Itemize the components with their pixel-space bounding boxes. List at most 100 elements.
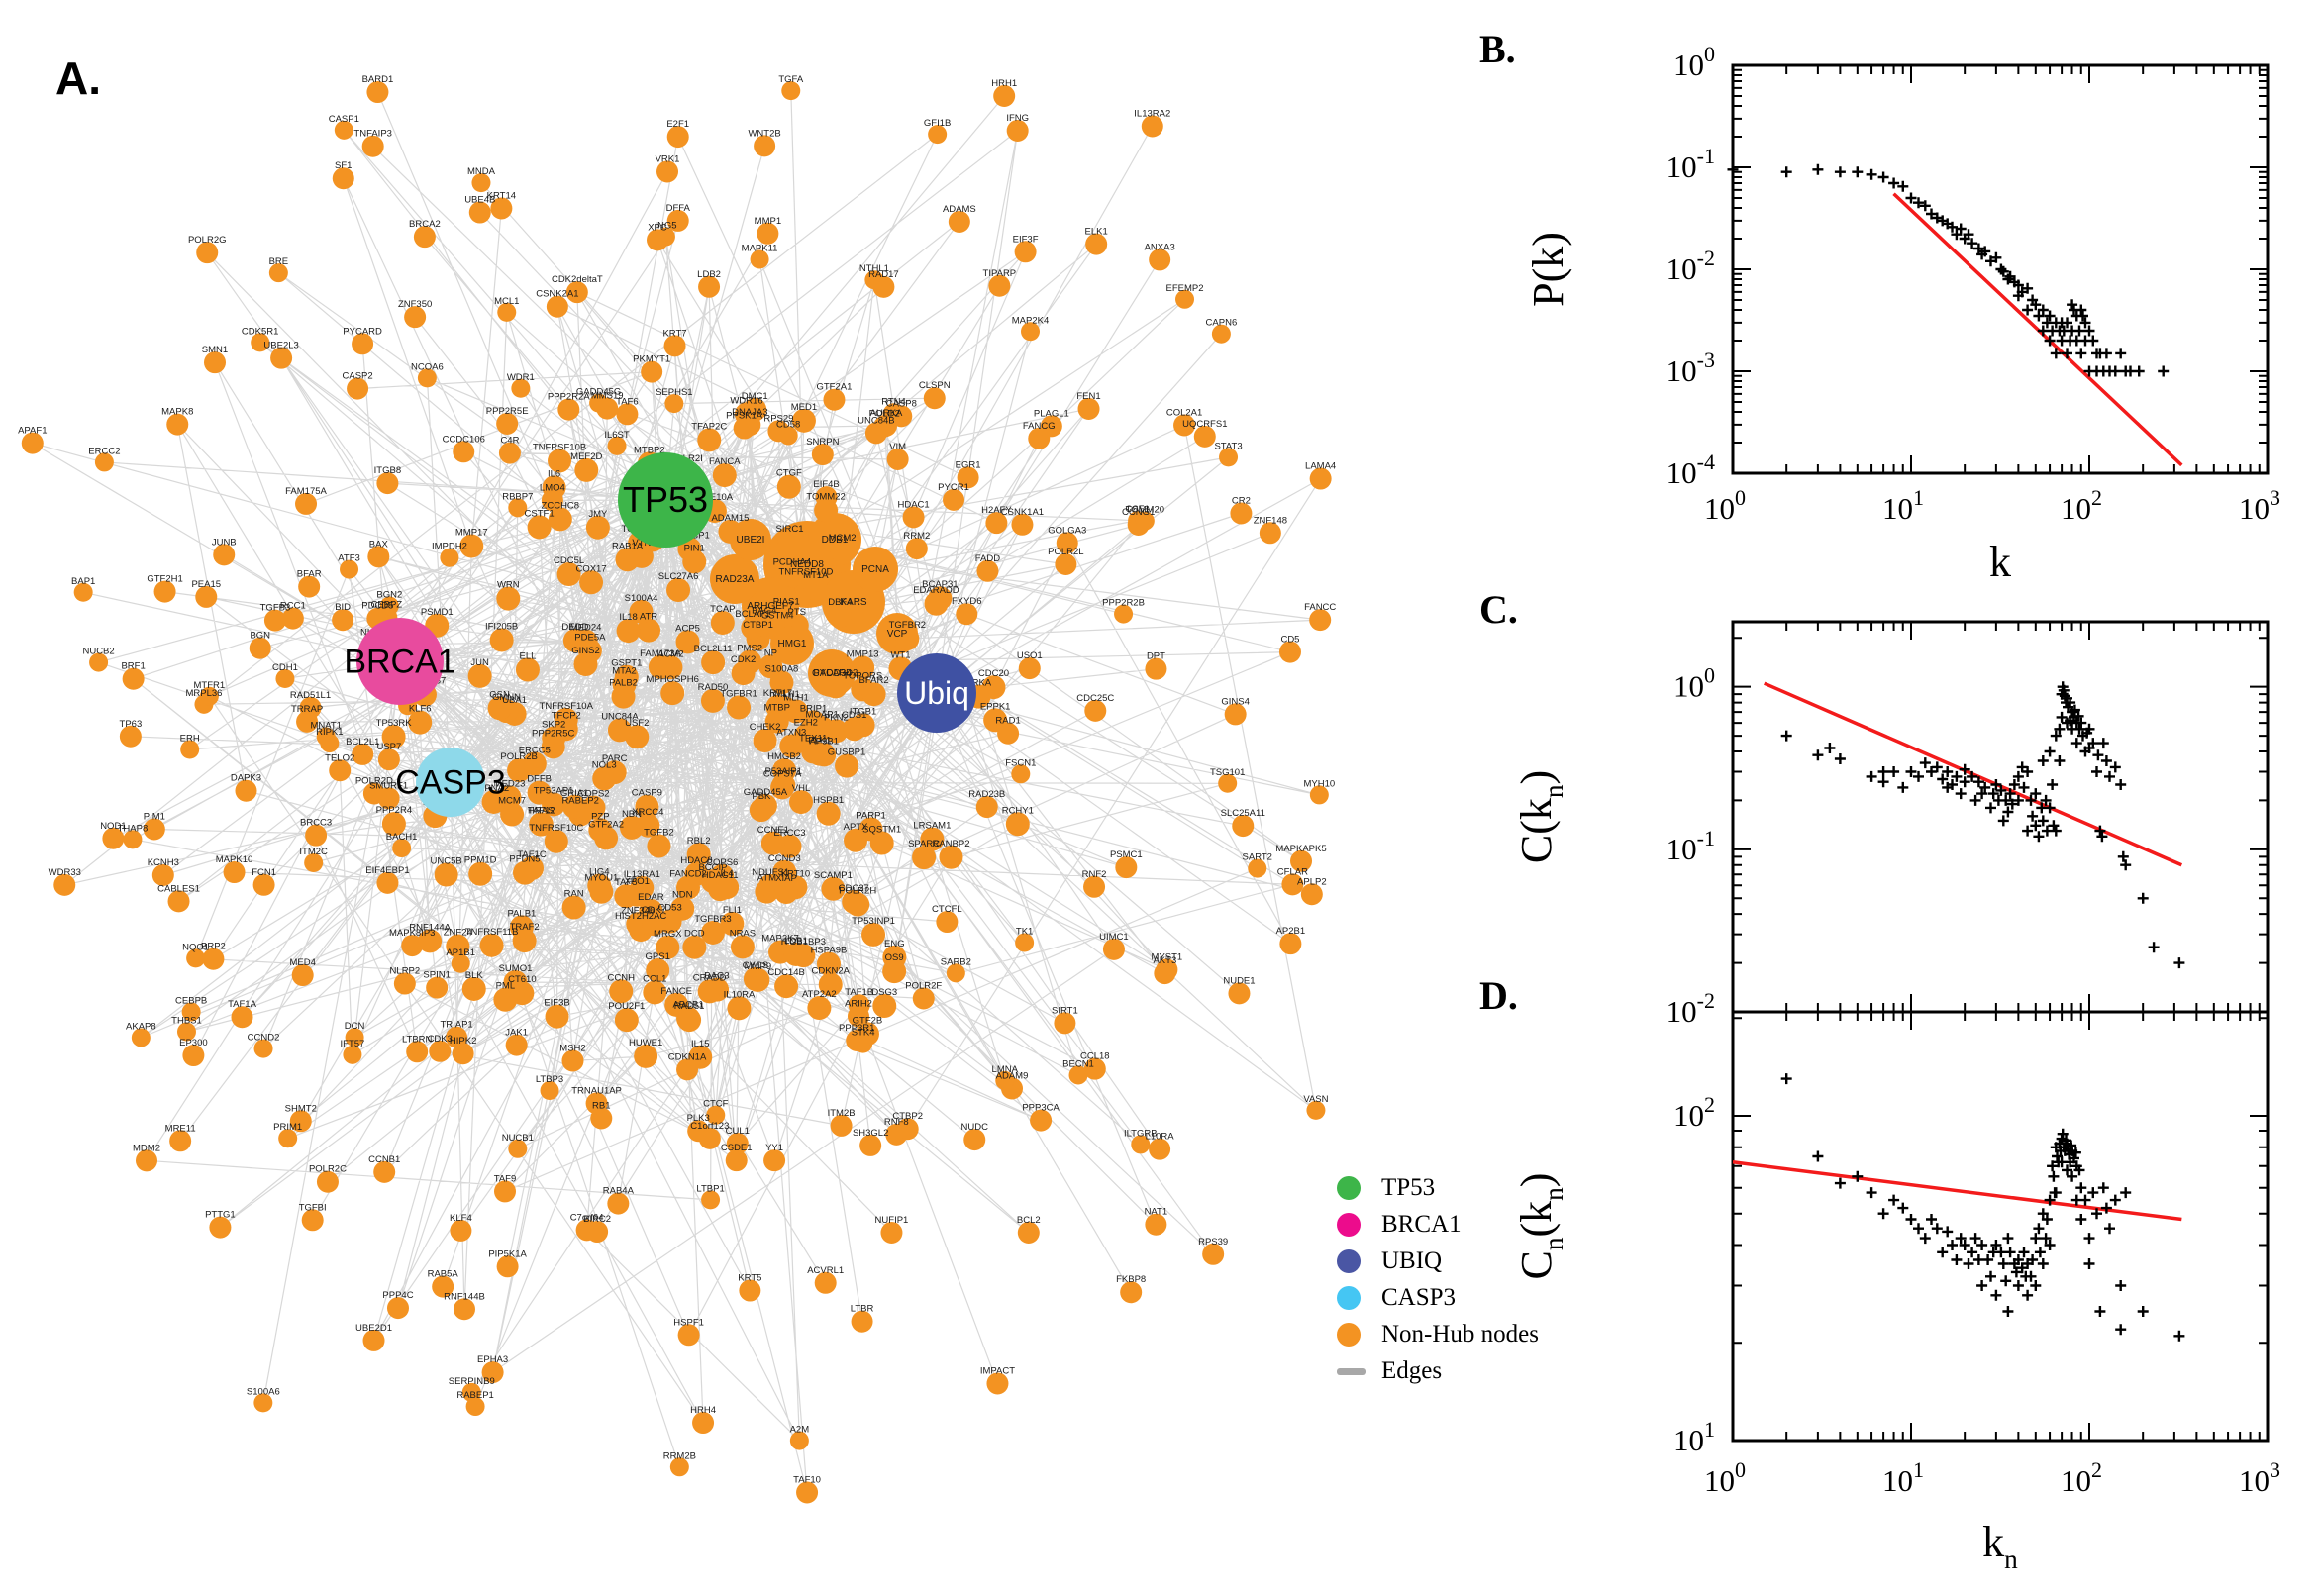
- network-node-label: CDK7: [642, 905, 666, 916]
- network-node: [1014, 241, 1037, 263]
- network-node: [779, 734, 804, 758]
- network-node-label: EIF4B: [813, 479, 839, 490]
- network-node-label: NCOA6: [411, 361, 444, 372]
- network-node: [861, 682, 886, 707]
- network-node: [688, 1045, 713, 1069]
- network-node-label: PLAGL1: [1034, 408, 1069, 419]
- network-node: [1131, 1135, 1151, 1154]
- network-node: [497, 302, 517, 322]
- network-node-label: BAG4: [752, 606, 776, 617]
- network-node-label: SART2: [1243, 852, 1272, 863]
- tick-label: 100: [1673, 42, 1715, 82]
- network-node: [727, 695, 752, 720]
- network-node-label: ADAM15: [711, 513, 749, 524]
- network-node: [119, 725, 142, 748]
- network-node-label: XPO1: [625, 876, 650, 887]
- network-node: [647, 229, 669, 251]
- network-node: [123, 830, 143, 849]
- large-node-label: HMG1: [778, 639, 807, 649]
- tick-label: 102: [2061, 1457, 2102, 1498]
- network-node-label: NRAS: [730, 928, 756, 939]
- network-node: [682, 549, 707, 574]
- network-node: [122, 667, 145, 690]
- network-node-label: DPT: [1147, 651, 1165, 662]
- network-node-label: ANXA3: [1145, 242, 1175, 252]
- network-node: [760, 831, 785, 855]
- network-legend: TP53 BRCA1 UBIQ CASP3 Non-Hub nodes Edge…: [1337, 1174, 1539, 1385]
- network-node: [675, 630, 700, 654]
- tick-label: 10-1: [1666, 826, 1715, 866]
- network-node: [637, 618, 661, 643]
- network-node: [21, 432, 44, 454]
- network-node: [574, 457, 599, 482]
- network-node-label: CCNB1: [368, 1154, 400, 1165]
- network-node-label: PTTG1: [205, 1210, 236, 1221]
- network-node-label: KLF4: [450, 1213, 472, 1224]
- network-node: [401, 935, 424, 957]
- network-node: [720, 911, 745, 936]
- network-node-label: TGFB3: [260, 603, 291, 614]
- network-node-label: MAPK8IP3: [389, 928, 435, 939]
- network-node-label: HSPA9B: [811, 946, 848, 956]
- network-node-label: USF2: [625, 718, 649, 729]
- network-node-label: PPP3R1: [839, 1023, 874, 1034]
- network-node: [861, 922, 886, 947]
- network-node-label: SHMT2: [285, 1103, 317, 1114]
- network-node: [199, 686, 219, 706]
- network-node-label: TCAP: [710, 604, 735, 615]
- network-node-label: RBBP7: [502, 491, 533, 502]
- network-node-label: POLR2F: [905, 981, 942, 992]
- network-node: [1248, 858, 1267, 878]
- network-node-label: NLRP2: [390, 966, 421, 977]
- network-node-label: C1orf123: [690, 1121, 729, 1132]
- network-node-label: MAPK8: [161, 407, 193, 418]
- network-node-label: JAK1: [505, 1028, 528, 1039]
- network-node: [1055, 553, 1077, 576]
- network-node-label: BCL2: [1017, 1215, 1041, 1226]
- network-node: [1056, 532, 1078, 554]
- network-node-label: TRNAU1AP: [571, 1085, 622, 1096]
- network-node-label: TP53INP1: [852, 916, 895, 927]
- network-node-label: SIRC1: [776, 524, 804, 535]
- network-node: [513, 860, 538, 885]
- network-node: [602, 760, 627, 785]
- network-node: [450, 1219, 472, 1242]
- network-node: [579, 570, 604, 595]
- network-node-label: TGFB2: [644, 827, 674, 838]
- hub-node-brca1: [356, 618, 444, 705]
- tick-label: 102: [2061, 485, 2102, 526]
- network-node-label: CFLAR: [1277, 866, 1308, 877]
- network-node: [429, 1040, 452, 1062]
- network-node: [697, 428, 722, 452]
- network-node: [995, 1070, 1015, 1090]
- network-node-label: BCCIP: [698, 862, 727, 873]
- tick-label: 100: [1673, 663, 1715, 704]
- network-node-label: PCDHA4: [773, 556, 812, 567]
- network-node-label: BRF1: [121, 661, 145, 672]
- network-node-label: COPS6: [706, 857, 738, 868]
- network-node-label: IMPACT: [980, 1365, 1015, 1376]
- network-node-label: UBE2L3: [263, 341, 298, 351]
- network-node: [426, 976, 449, 999]
- network-node-label: NOL3: [592, 759, 617, 770]
- network-node: [682, 935, 707, 959]
- network-node: [830, 1114, 853, 1137]
- network-node: [803, 577, 828, 602]
- network-node: [842, 889, 866, 914]
- network-node-label: CSNK2A1: [536, 289, 578, 300]
- network-node-label: SKP2: [542, 720, 565, 731]
- network-node: [541, 735, 565, 759]
- network-node-label: RNF144B: [444, 1291, 485, 1302]
- network-node: [948, 210, 970, 233]
- network-node-label: MAP2K4: [1012, 315, 1050, 326]
- network-node-label: XPC: [648, 222, 667, 233]
- network-node-label: GFI1B: [924, 118, 951, 129]
- network-node: [527, 780, 552, 805]
- network-node-label: CEBPB: [175, 996, 207, 1007]
- legend-label: Non-Hub nodes: [1381, 1321, 1540, 1347]
- network-node: [814, 1271, 837, 1294]
- network-node: [1309, 467, 1332, 490]
- network-node: [727, 996, 752, 1021]
- hub-label-brca1: BRCA1: [344, 644, 455, 681]
- network-node-label: FLI1: [723, 905, 742, 916]
